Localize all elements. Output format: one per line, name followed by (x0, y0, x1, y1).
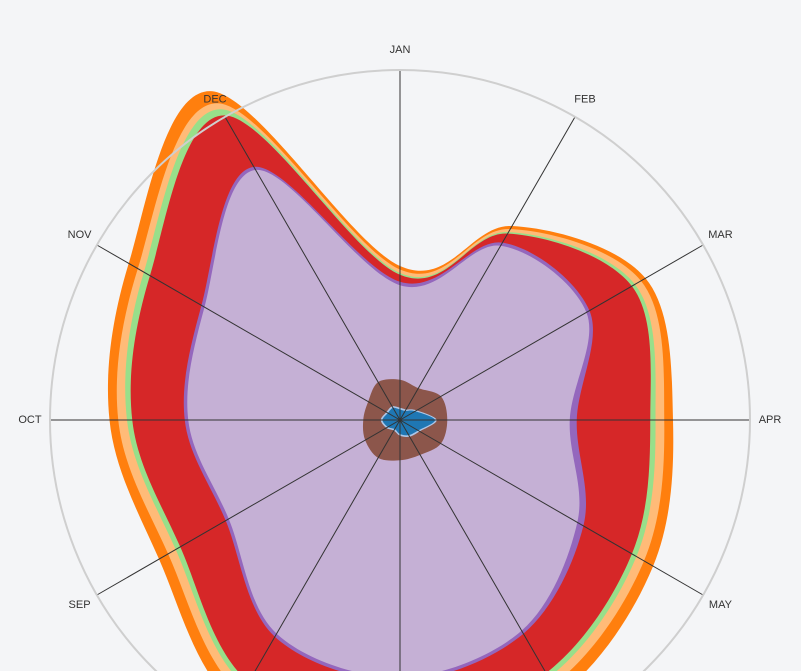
spoke-sep (96, 419, 401, 596)
spoke-dec (224, 116, 401, 421)
spoke-nov (96, 244, 401, 421)
month-label-nov: NOV (68, 229, 93, 241)
month-label-feb: FEB (574, 93, 595, 105)
spoke-jun (399, 419, 546, 671)
month-label-jan: JAN (390, 44, 411, 56)
outer-ring (49, 69, 751, 671)
month-labels: JANFEBMARAPRMAYJUNJULAUGSEPOCTNOVDEC (18, 44, 782, 611)
month-label-oct: OCT (18, 414, 42, 426)
spoke-feb (399, 116, 576, 421)
month-label-apr: APR (759, 414, 782, 426)
month-label-may: MAY (709, 599, 733, 611)
month-label-mar: MAR (708, 229, 733, 241)
spoke-mar (399, 244, 704, 421)
stacked-bands (107, 91, 674, 671)
month-label-sep: SEP (69, 599, 91, 611)
chart-grid (49, 69, 751, 671)
month-label-dec: DEC (203, 93, 226, 105)
spoke-aug (254, 419, 401, 671)
spoke-may (399, 419, 704, 596)
